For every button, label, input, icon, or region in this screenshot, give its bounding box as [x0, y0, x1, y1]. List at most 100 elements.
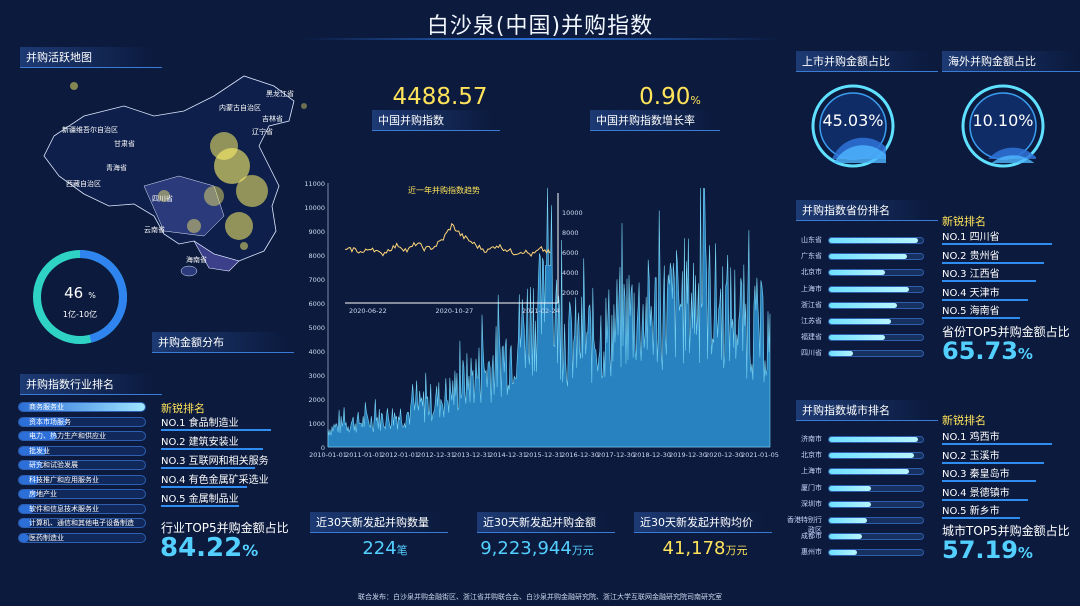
stat-avg: 41,178万元: [640, 538, 770, 559]
y-tick-label: 4000: [308, 348, 325, 356]
index-value: 4488.57: [392, 84, 488, 110]
rank-bar-fill: [829, 238, 919, 243]
rank-bar[interactable]: [828, 269, 924, 277]
industry-top5: 84.22%: [160, 533, 258, 563]
map-label: 黑龙江省: [266, 89, 294, 98]
rank-bar[interactable]: [828, 301, 924, 309]
industry-bar-fill: [19, 504, 35, 513]
rank-bar[interactable]: [828, 237, 924, 244]
rank-bar-fill: [829, 437, 919, 442]
industry-bar-label: 研究和试验发展: [29, 461, 78, 469]
inset-x-tick: 2020-10-27: [436, 307, 474, 315]
industry-bar-fill: [19, 475, 40, 484]
gauge-outer-ring: [961, 84, 1045, 168]
rank-bar-label: 厦门市: [801, 483, 822, 492]
listed-ratio-value: 45.03%: [822, 111, 884, 130]
map-label: 吉林省: [262, 114, 283, 123]
rank-bar-label: 福建省: [801, 333, 822, 342]
new-rank-underline: [942, 280, 1036, 282]
industry-bar-row[interactable]: 计算机、通信和其他电子设备制造: [18, 518, 146, 528]
rank-bar-label: 成都市: [801, 532, 822, 541]
inset-y-tick: 2000: [562, 289, 579, 297]
index-area-series: [327, 187, 771, 448]
industry-bar-row[interactable]: 房地产业: [18, 489, 146, 499]
heat-spot: [187, 219, 201, 233]
new-rank-underline: [161, 467, 255, 469]
rank-bar-label: 四川省: [801, 349, 822, 358]
rank-bar[interactable]: [828, 549, 924, 557]
listed-ratio-gauge[interactable]: [810, 83, 896, 169]
industry-bar-fill: [19, 519, 32, 527]
map-label: 西藏自治区: [66, 179, 101, 188]
donut-center: 46 %: [28, 283, 132, 302]
amount-donut[interactable]: [28, 245, 132, 349]
rank-bar[interactable]: [828, 334, 924, 342]
industry-bar-row[interactable]: 医药制造业: [18, 532, 146, 543]
rank-bar-fill: [829, 286, 909, 292]
inset-x-tick: 2020-06-22: [349, 307, 387, 315]
new-rank-underline: [942, 298, 1028, 301]
stat-avg-label: 近30天新发起并购均价: [634, 512, 772, 533]
x-tick-label: 2016-12-30: [561, 451, 599, 459]
y-tick-label: 0: [321, 444, 325, 452]
inset-y-tick: 6000: [562, 249, 579, 257]
rank-bar-fill: [829, 351, 853, 357]
donut-unit: %: [88, 291, 96, 300]
city-section-title: 并购指数城市排名: [796, 400, 938, 421]
new-rank-underline: [942, 480, 1036, 482]
new-rank-item: NO.1 食品制造业: [161, 418, 239, 429]
industry-bar-row[interactable]: 电力、热力生产和供应业: [18, 431, 146, 441]
rank-bar-label: 深圳市: [801, 499, 822, 508]
industry-bar-row[interactable]: 批发业: [18, 445, 146, 456]
rank-bar[interactable]: [828, 484, 924, 492]
rank-bar[interactable]: [828, 452, 924, 460]
industry-bar-label: 资本市场服务: [29, 417, 71, 426]
rank-bar[interactable]: [828, 533, 924, 541]
industry-bar-label: 房地产业: [29, 490, 57, 498]
growth-label: 中国并购指数增长率: [590, 110, 720, 131]
y-tick-label: 10000: [304, 204, 325, 212]
rank-bar[interactable]: [828, 517, 924, 524]
rank-bar[interactable]: [828, 350, 924, 358]
industry-bar-row[interactable]: 软件和信息技术服务业: [18, 503, 146, 514]
rank-bar-label: 广东省: [801, 252, 822, 261]
page-title: 白沙泉(中国)并购指数: [426, 14, 654, 39]
industry-bar-row[interactable]: 研究和试验发展: [18, 460, 146, 470]
heat-spot: [240, 242, 248, 250]
province-top5-value: 65.73: [942, 337, 1018, 365]
rank-bar-label: 浙江省: [801, 300, 822, 309]
industry-section-title: 并购指数行业排名: [20, 374, 162, 395]
new-rank-item: NO.2 贵州省: [942, 250, 1000, 262]
x-tick-label: 2018-12-30: [633, 451, 671, 459]
new-rank-item: NO.4 有色金属矿采选业: [161, 475, 269, 486]
province-top5-unit: %: [1017, 345, 1033, 363]
china-map[interactable]: 黑龙江省 内蒙古自治区 吉林省 辽宁省 新疆维吾尔自治区 甘肃省 青海省 西藏自…: [14, 66, 324, 316]
rank-bar-fill: [829, 453, 914, 459]
rank-bar[interactable]: [828, 253, 924, 261]
new-rank-item: NO.1 鸡西市: [942, 432, 1000, 443]
industry-bar-row[interactable]: 商务服务业: [18, 402, 146, 412]
x-tick-label: 2010-01-01: [309, 451, 347, 459]
rank-bar[interactable]: [828, 318, 924, 325]
y-tick-label: 1000: [308, 420, 325, 428]
rank-bar[interactable]: [828, 436, 924, 443]
x-tick-label: 2019-12-30: [669, 451, 707, 459]
industry-bar-fill: [19, 446, 47, 455]
industry-bar-row[interactable]: 科技推广和应用服务业: [18, 474, 146, 485]
inset-y-tick: 10000: [562, 209, 583, 217]
rank-bar[interactable]: [828, 500, 924, 508]
map-label: 青海省: [106, 163, 127, 172]
x-tick-label: 2013-12-31: [453, 451, 491, 459]
rank-bar[interactable]: [828, 285, 924, 293]
y-tick-label: 3000: [308, 372, 325, 380]
index-history-chart[interactable]: 0 1000 2000 3000 4000 5000 6000 7000 8000 9000 100…: [300, 175, 780, 470]
inset-trend-line: [345, 222, 551, 257]
x-tick-label: 2012-01-01: [381, 451, 419, 459]
overseas-ratio-gauge[interactable]: [960, 83, 1046, 169]
new-rank-item: NO.3 江西省: [942, 269, 1000, 280]
industry-bar-row[interactable]: 资本市场服务: [18, 416, 146, 427]
rank-bar[interactable]: [828, 468, 924, 476]
inset-title: 近一年并购指数趋势: [408, 185, 480, 195]
new-rank-underline: [161, 486, 247, 488]
growth-value: 0.90: [639, 84, 691, 110]
